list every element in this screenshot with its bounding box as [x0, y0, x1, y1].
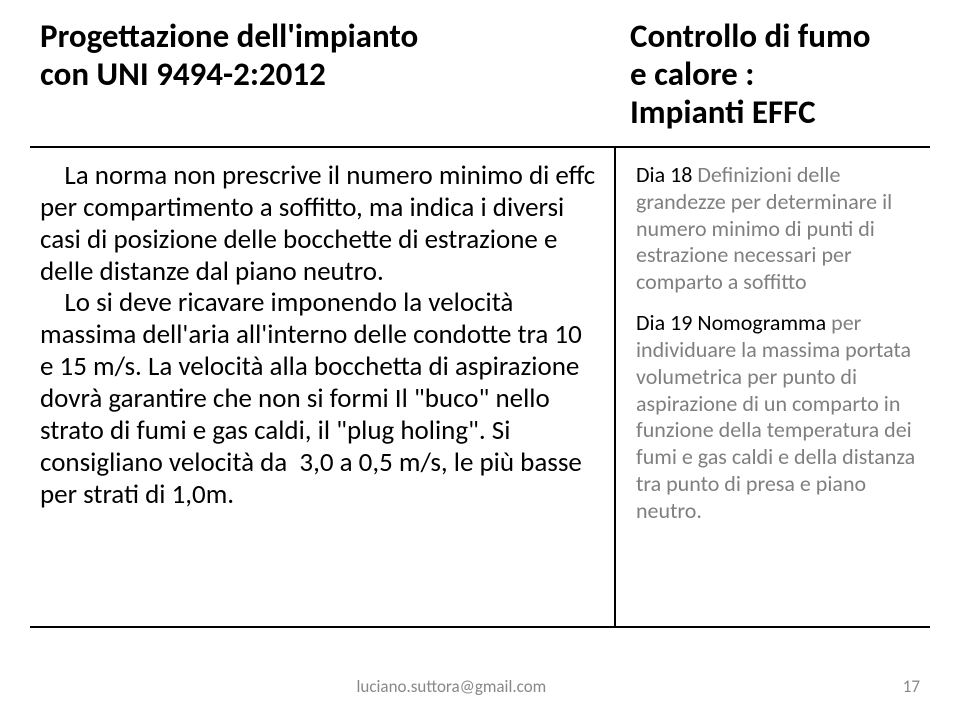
body-right-p2: Dia 19 Nomogramma per individuare la mas… [636, 310, 926, 525]
body-right-p1: Dia 18 Definizioni delle grandezze per d… [636, 162, 926, 296]
p1-lead: Dia 18 [636, 161, 697, 188]
body-right-column: Dia 18 Definizioni delle grandezze per d… [636, 162, 926, 525]
spacer [636, 296, 926, 310]
divider-horizontal-top [30, 146, 930, 148]
body-left-text: La norma non prescrive il numero minimo … [40, 160, 600, 510]
subtitle-line-1: Controllo di fumo [630, 18, 930, 56]
slide-page: Progettazione dell'impianto con UNI 9494… [0, 0, 960, 715]
footer-email: luciano.suttora@gmail.com [0, 676, 903, 697]
subtitle-line-3: Impianti EFFC [630, 94, 930, 132]
footer: luciano.suttora@gmail.com 17 [0, 676, 960, 697]
title-line-2: con UNI 9494-2:2012 [40, 56, 600, 94]
body-left-column: La norma non prescrive il numero minimo … [40, 160, 600, 510]
header-left: Progettazione dell'impianto con UNI 9494… [40, 18, 600, 94]
subtitle-line-2: e calore : [630, 56, 930, 94]
p2-lead: Dia 19 Nomogramma [636, 309, 826, 336]
p2-rest: per individuare la massima portata volum… [636, 309, 915, 524]
footer-page-number: 17 [903, 676, 920, 697]
divider-horizontal-bottom [30, 626, 930, 628]
divider-vertical [614, 146, 616, 626]
header-right: Controllo di fumo e calore : Impianti EF… [630, 18, 930, 132]
title-line-1: Progettazione dell'impianto [40, 18, 600, 56]
